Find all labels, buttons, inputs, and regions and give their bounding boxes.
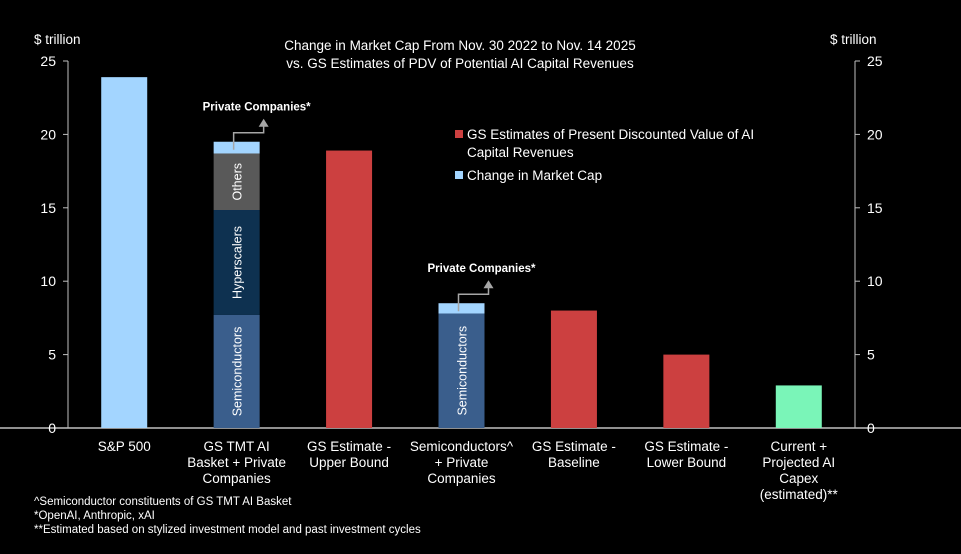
y-axis-label-right: $ trillion [830,32,877,47]
chart-subtitle: vs. GS Estimates of PDV of Potential AI … [286,56,634,71]
bar-segment [663,354,710,428]
y-tick-label-right: 20 [867,126,883,142]
y-tick-label-left: 15 [40,200,56,216]
legend-label: Capital Revenues [467,145,574,160]
bar-segment [326,150,373,428]
annotation-label: Private Companies* [203,102,312,114]
x-tick-label: (estimated)** [760,487,839,502]
x-tick-label: GS Estimate - [532,439,616,454]
x-tick-label: + Private [435,455,489,470]
bar-segment [775,385,822,428]
footnote: **Estimated based on stylized investment… [34,524,421,536]
segment-label: Hyperscalers [231,226,245,299]
bar-segment [213,153,260,211]
x-tick-label: Upper Bound [309,455,389,470]
x-tick-label: Companies [427,471,496,486]
x-tick-label: GS TMT AI [204,439,270,454]
segment-label: Semiconductors [231,327,245,417]
chart-title: Change in Market Cap From Nov. 30 2022 t… [284,38,635,53]
segment-label: Semiconductors [456,326,470,416]
legend-label: GS Estimates of Present Discounted Value… [467,127,754,142]
legend-swatch [455,130,463,138]
y-tick-label-right: 15 [867,200,883,216]
x-tick-label: Lower Bound [647,455,727,470]
arrow-up-icon [483,280,494,289]
y-tick-label-right: 0 [867,420,875,436]
footnote: ^Semiconductor constituents of GS TMT AI… [34,496,292,508]
legend-label: Change in Market Cap [467,168,602,183]
y-tick-label-right: 5 [867,347,875,363]
segment-label: Others [231,163,245,201]
x-tick-label: Basket + Private [187,455,286,470]
y-tick-label-left: 20 [40,126,56,142]
footnote: *OpenAI, Anthropic, xAI [34,510,155,522]
bar-segment [213,210,260,315]
y-tick-label-left: 5 [48,347,56,363]
annotation-arrow-line [232,124,265,150]
bar-segment [438,303,485,314]
x-tick-label: S&P 500 [98,439,151,454]
x-tick-label: Capex [779,471,818,486]
x-tick-label: Current + [770,439,827,454]
x-tick-label: GS Estimate - [307,439,391,454]
y-tick-label-left: 0 [48,420,56,436]
x-tick-label: Semiconductors^ [410,439,514,454]
bar-segment [438,313,485,428]
legend-swatch [455,171,463,179]
bar-segment [213,314,260,428]
y-tick-label-right: 25 [867,53,883,69]
annotation-label: Private Companies* [428,263,537,275]
bar-segment [550,310,597,428]
arrow-up-icon [258,118,269,127]
bar-segment [213,141,260,154]
x-tick-label: Companies [202,471,271,486]
y-tick-label-left: 10 [40,273,56,289]
x-tick-label: Projected AI [762,455,835,470]
bar-segment [101,77,148,428]
x-tick-label: GS Estimate - [644,439,728,454]
y-axis-label-left: $ trillion [34,32,81,47]
annotation-arrow-line [457,286,490,312]
y-tick-label-right: 10 [867,273,883,289]
y-tick-label-left: 25 [40,53,56,69]
x-tick-label: Baseline [548,455,600,470]
